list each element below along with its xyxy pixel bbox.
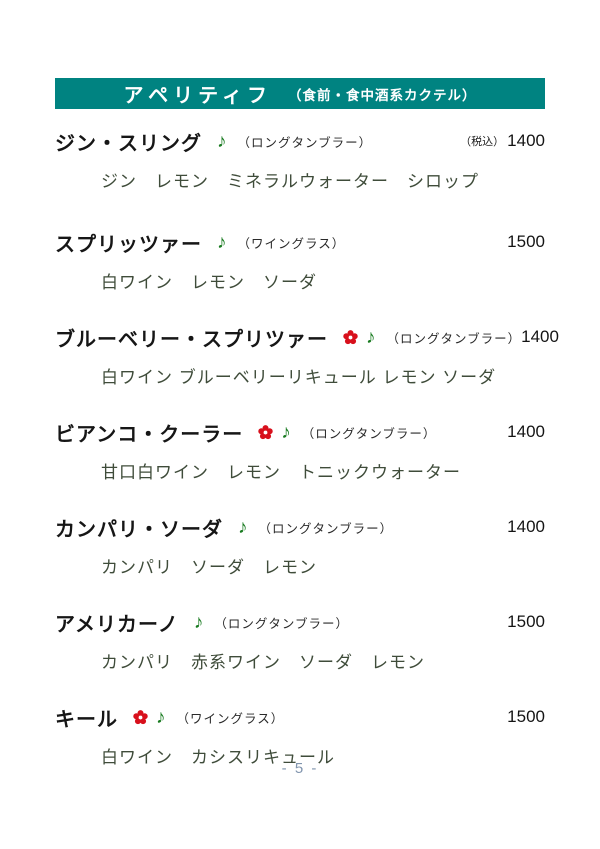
menu-item-head: ジン・スリング ♪ （ロングタンブラー）: [55, 129, 545, 155]
ingredients-line: ジン レモン ミネラルウォーター シロップ: [101, 172, 479, 191]
menu-item: ビアンコ・クーラー ♪ （ロングタンブラー）: [55, 420, 545, 483]
ingredients-line: 甘口白ワイン レモン トニックウォーター: [101, 463, 461, 482]
menu-item-head: アメリカーノ ♪ （ロングタンブラー）: [55, 610, 545, 636]
item-icons: ♪: [343, 328, 376, 347]
menu-item: スプリッツァー ♪ （ワイングラス）: [55, 230, 545, 293]
menu-list: ジン・スリング ♪ （ロングタンブラー）: [55, 129, 559, 800]
music-note-icon: ♪: [193, 611, 204, 633]
ingredients-line: 白ワイン ブルーベリーリキュール レモン ソーダ: [101, 368, 497, 387]
item-name: アメリカーノ: [55, 613, 179, 636]
flower-icon: [258, 424, 273, 439]
item-icons: ♪: [217, 132, 227, 151]
menu-item: アメリカーノ ♪ （ロングタンブラー）: [55, 610, 545, 673]
section-subtitle: （食前・食中酒系カクテル）: [287, 87, 477, 103]
menu-item-head: カンパリ・ソーダ ♪ （ロングタンブラー）: [55, 515, 545, 541]
item-name: カンパリ・ソーダ: [55, 518, 223, 541]
music-note-icon: ♪: [217, 231, 227, 253]
menu-item-head: スプリッツァー ♪ （ワイングラス）: [55, 230, 545, 256]
item-price: 1500: [507, 707, 545, 726]
ingredients-line: カンパリ 赤系ワイン ソーダ レモン: [101, 653, 425, 672]
music-note-icon: ♪: [156, 706, 166, 728]
glass-type-label: （ロングタンブラー）: [214, 616, 349, 631]
menu-item: ブルーベリー・スプリツァー ♪ （ロングタンブラー）: [55, 325, 559, 388]
flower-icon: [343, 329, 358, 344]
item-name: ブルーベリー・スプリツァー: [55, 328, 328, 351]
flower-icon: [133, 709, 148, 724]
item-icons: ♪: [133, 708, 166, 727]
item-icons: ♪: [258, 423, 291, 442]
glass-type-label: （ロングタンブラー）: [258, 521, 394, 536]
item-name: ビアンコ・クーラー: [55, 423, 244, 446]
glass-type-label: （ロングタンブラー）: [301, 426, 437, 441]
ingredients-line: カンパリ ソーダ レモン: [101, 558, 317, 577]
music-note-icon: ♪: [217, 130, 227, 152]
item-price: 1500: [507, 612, 545, 631]
section-title: アペリティフ: [123, 85, 272, 107]
item-name: キール: [55, 708, 118, 731]
item-price: 1400: [507, 131, 545, 150]
page-number: - 5 -: [281, 760, 319, 777]
glass-type-label: （ロングタンブラー）: [386, 331, 522, 346]
section-header-bar: アペリティフ （食前・食中酒系カクテル）: [55, 78, 545, 109]
item-icons: ♪: [238, 518, 248, 537]
glass-type-label: （ロングタンブラー）: [237, 135, 373, 150]
music-note-icon: ♪: [281, 421, 291, 443]
item-price: 1400: [507, 422, 545, 441]
item-icons: ♪: [217, 233, 227, 252]
item-price: 1400: [521, 327, 559, 346]
ingredients-line: 白ワイン カシスリキュール: [101, 748, 335, 767]
item-price: 1400: [507, 517, 545, 536]
item-price: 1500: [507, 232, 545, 251]
item-name: ジン・スリング: [55, 132, 202, 155]
menu-item-head: キール ♪ （ワイングラス）: [55, 705, 545, 731]
menu-item-head: ビアンコ・クーラー ♪ （ロングタンブラー）: [55, 420, 545, 446]
glass-type-label: （ワイングラス）: [176, 711, 285, 726]
item-name: スプリッツァー: [55, 233, 202, 256]
glass-type-label: （ワイングラス）: [237, 236, 346, 251]
menu-item: キール ♪ （ワイングラス）: [55, 705, 545, 768]
music-note-icon: ♪: [366, 326, 376, 348]
tax-included-label: （税込）: [460, 136, 505, 148]
music-note-icon: ♪: [238, 516, 248, 538]
menu-item: ジン・スリング ♪ （ロングタンブラー）: [55, 129, 545, 192]
item-icons: ♪: [194, 613, 204, 632]
ingredients-line: 白ワイン レモン ソーダ: [101, 273, 317, 292]
menu-item: カンパリ・ソーダ ♪ （ロングタンブラー）: [55, 515, 545, 578]
menu-item-head: ブルーベリー・スプリツァー ♪ （ロングタンブラー）: [55, 325, 559, 351]
